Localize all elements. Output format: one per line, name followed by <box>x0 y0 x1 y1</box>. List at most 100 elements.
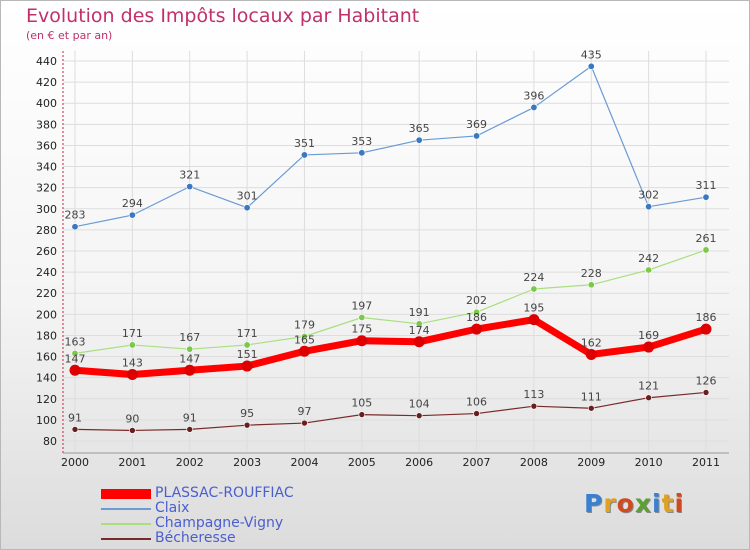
x-tick-label: 2011 <box>692 456 720 469</box>
x-tick-label: 2002 <box>176 456 204 469</box>
data-point <box>243 204 251 212</box>
data-point <box>186 426 194 433</box>
data-label: 197 <box>351 300 372 313</box>
x-tick-label: 2010 <box>635 456 663 469</box>
data-labels: 147 143 147 151 165 175 174 186 195 162 169 186 283 2… <box>65 48 717 425</box>
data-label: 91 <box>68 411 82 424</box>
y-tick-label: 400 <box>36 97 57 110</box>
data-point <box>301 419 308 427</box>
data-point <box>243 341 251 349</box>
data-point <box>702 246 710 254</box>
x-tick-label: 2009 <box>577 456 605 469</box>
y-tick-label: 380 <box>36 118 57 131</box>
data-point <box>587 62 595 70</box>
data-label: 162 <box>581 336 602 349</box>
data-point <box>702 193 710 201</box>
data-label: 90 <box>125 412 139 425</box>
data-label: 143 <box>122 357 143 370</box>
series-line <box>74 249 707 354</box>
data-point <box>184 364 196 376</box>
data-point <box>126 369 138 380</box>
data-label: 121 <box>638 380 659 393</box>
data-point <box>129 427 136 434</box>
data-point <box>69 364 81 376</box>
data-point <box>358 411 366 418</box>
y-tick-label: 340 <box>36 161 57 174</box>
data-label: 147 <box>65 352 86 365</box>
data-label: 113 <box>523 388 544 401</box>
data-label: 261 <box>696 232 717 245</box>
y-tick-label: 420 <box>36 76 57 89</box>
data-label: 242 <box>638 252 659 265</box>
data-label: 97 <box>297 405 311 418</box>
data-point <box>300 332 308 340</box>
data-point <box>530 103 538 111</box>
data-label: 95 <box>240 407 254 420</box>
legend-swatch <box>101 538 151 540</box>
legend-item: PLASSAC-ROUFFIAC <box>101 485 401 502</box>
data-point <box>186 183 194 191</box>
data-label: 106 <box>466 396 487 409</box>
data-point <box>587 404 595 412</box>
data-label: 186 <box>466 311 487 324</box>
data-point <box>71 223 79 231</box>
data-label: 151 <box>237 348 258 361</box>
legend-label: Claix <box>155 500 190 516</box>
data-label: 175 <box>351 323 372 336</box>
data-point <box>473 132 481 140</box>
data-point <box>298 345 310 357</box>
legend-item: Bécheresse <box>101 530 401 547</box>
x-tick-label: 2004 <box>290 456 318 469</box>
legend-swatch <box>101 508 151 510</box>
x-tick-label: 2000 <box>61 456 89 469</box>
grid <box>63 51 729 451</box>
data-label: 321 <box>179 169 200 182</box>
y-tick-label: 120 <box>36 393 57 406</box>
x-tick-label: 2003 <box>233 456 261 469</box>
data-label: 351 <box>294 137 315 150</box>
data-point <box>243 421 251 429</box>
data-point <box>645 394 652 402</box>
data-label: 396 <box>523 89 544 102</box>
data-label: 283 <box>65 209 86 222</box>
y-tick-label: 360 <box>36 139 57 152</box>
data-label: 171 <box>122 327 143 340</box>
y-tick-label: 440 <box>36 55 57 68</box>
data-label: 186 <box>696 311 717 324</box>
data-point <box>415 412 423 419</box>
y-tick-label: 140 <box>36 372 57 385</box>
data-point <box>415 320 423 328</box>
data-label: 165 <box>294 333 315 346</box>
data-point <box>473 410 480 417</box>
y-tick-label: 260 <box>36 245 57 258</box>
legend-swatch <box>101 489 151 499</box>
data-point <box>471 323 483 335</box>
series-line <box>74 391 707 432</box>
data-label: 353 <box>351 135 372 148</box>
data-label: 202 <box>466 294 487 307</box>
legend-item: Claix <box>101 500 401 517</box>
series-line <box>74 65 707 228</box>
data-point <box>358 149 366 157</box>
data-point <box>530 402 538 410</box>
y-tick-label: 320 <box>36 182 57 195</box>
data-point <box>645 203 653 211</box>
data-label: 179 <box>294 319 315 332</box>
data-label: 191 <box>409 306 430 319</box>
x-tick-label: 2005 <box>348 456 376 469</box>
legend-label: Champagne-Vigny <box>155 515 284 531</box>
data-label: 435 <box>581 48 602 61</box>
data-point <box>645 266 653 274</box>
y-tick-label: 220 <box>36 287 57 300</box>
data-label: 167 <box>179 331 200 344</box>
data-point <box>358 313 366 321</box>
y-tick-label: 240 <box>36 266 57 279</box>
x-tick-label: 2006 <box>405 456 433 469</box>
data-point <box>128 211 136 219</box>
y-tick-label: 80 <box>43 435 57 448</box>
y-tick-label: 200 <box>36 308 57 321</box>
data-point <box>413 336 425 348</box>
series-lines <box>69 62 712 434</box>
y-tick-label: 100 <box>36 414 57 427</box>
